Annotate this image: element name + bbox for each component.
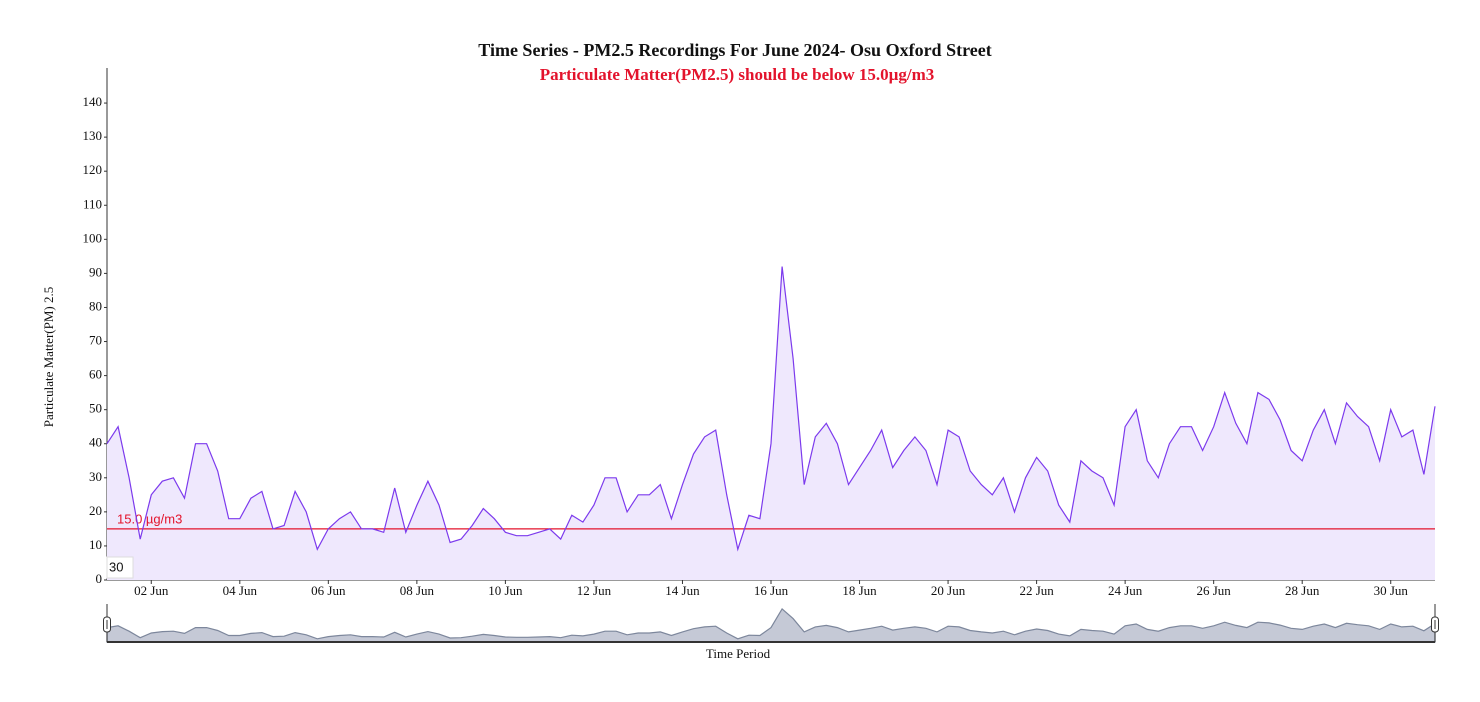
x-tick-label: 10 Jun bbox=[488, 583, 523, 598]
corner-box bbox=[106, 556, 134, 579]
y-tick-label: 100 bbox=[83, 230, 103, 245]
navigator-area bbox=[106, 607, 1436, 643]
y-tick-label: 110 bbox=[83, 196, 102, 211]
x-tick-label: 16 Jun bbox=[754, 583, 789, 598]
y-tick-label: 50 bbox=[89, 401, 102, 416]
x-tick-label: 28 Jun bbox=[1285, 583, 1320, 598]
y-tick-label: 30 bbox=[89, 469, 102, 484]
y-tick-label: 0 bbox=[96, 571, 103, 586]
y-tick-label: 140 bbox=[83, 94, 103, 109]
x-axis-label: Time Period bbox=[706, 646, 771, 661]
x-tick-label: 04 Jun bbox=[223, 583, 258, 598]
y-tick-label: 40 bbox=[89, 435, 102, 450]
x-tick-label: 14 Jun bbox=[665, 583, 700, 598]
y-tick-label: 20 bbox=[89, 503, 102, 518]
line bbox=[106, 266, 1436, 552]
x-tick-label: 12 Jun bbox=[577, 583, 612, 598]
x-tick-label: 18 Jun bbox=[842, 583, 877, 598]
x-tick-label: 06 Jun bbox=[311, 583, 346, 598]
x-tick-label: 20 Jun bbox=[931, 583, 966, 598]
corner-label: 30 bbox=[109, 559, 123, 574]
x-tick-label: 22 Jun bbox=[1019, 583, 1054, 598]
y-tick-label: 90 bbox=[89, 264, 102, 279]
chart-subtitle: Particulate Matter(PM2.5) should be belo… bbox=[540, 65, 935, 84]
y-tick-label: 10 bbox=[89, 537, 102, 552]
y-tick-label: 70 bbox=[89, 333, 102, 348]
y-tick-label: 130 bbox=[83, 128, 103, 143]
x-tick-label: 02 Jun bbox=[134, 583, 169, 598]
area bbox=[107, 266, 1435, 580]
chart-title: Time Series - PM2.5 Recordings For June … bbox=[478, 40, 991, 60]
x-tick-label: 30 Jun bbox=[1374, 583, 1409, 598]
x-tick-label: 26 Jun bbox=[1197, 583, 1232, 598]
x-tick-label: 24 Jun bbox=[1108, 583, 1143, 598]
y-tick-label: 120 bbox=[83, 162, 103, 177]
y-axis-label: Particulate Matter(PM) 2.5 bbox=[41, 287, 56, 427]
y-tick-label: 80 bbox=[89, 298, 102, 313]
x-tick-label: 08 Jun bbox=[400, 583, 435, 598]
y-tick-label: 60 bbox=[89, 367, 102, 382]
threshold-label: 15.0 µg/m3 bbox=[117, 511, 182, 526]
